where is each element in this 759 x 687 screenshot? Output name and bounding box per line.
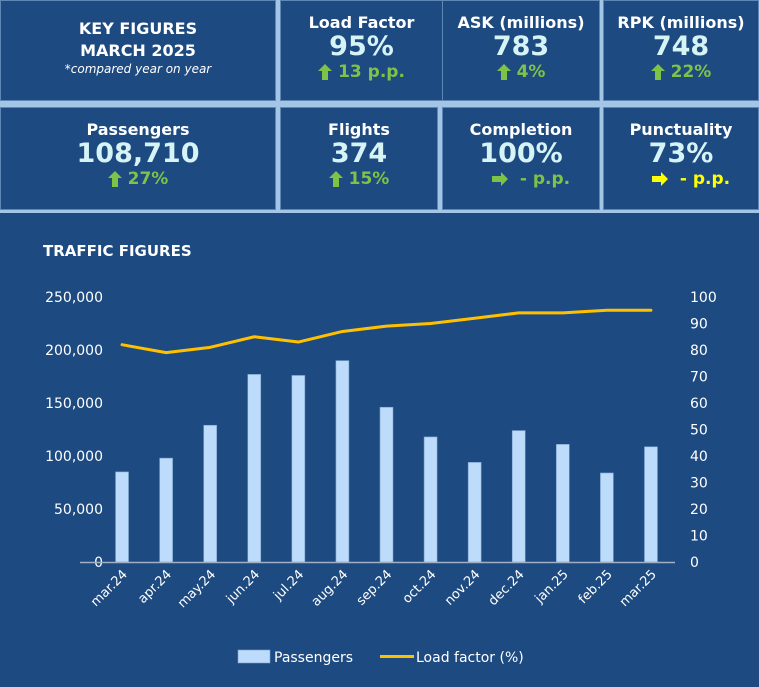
x-axis-tick-label: apr.24 <box>135 567 175 607</box>
kpi-change: 15% <box>281 169 437 189</box>
kpi-label: Load Factor <box>308 13 415 32</box>
kpi-label: Flights <box>328 120 390 139</box>
x-axis-tick-label: aug.24 <box>309 567 352 610</box>
right-axis-tick-label: 20 <box>690 502 708 518</box>
x-axis-tick-label: nov.24 <box>442 567 483 608</box>
arrow-right-icon <box>491 172 508 186</box>
left-axis-tick-label: 50,000 <box>54 502 103 518</box>
kpi-value: 783 <box>492 31 550 62</box>
key-figures-subtitle: *compared year on year <box>64 62 212 76</box>
kpi-card-punctuality: Punctuality 73% - p.p. <box>603 107 759 210</box>
kpi-label: ASK (millions) <box>457 13 585 32</box>
x-axis-tick-label: may.24 <box>175 567 219 611</box>
arrow-up-icon <box>318 64 333 80</box>
kpi-label: Completion <box>469 120 573 139</box>
right-axis-tick-label: 100 <box>690 290 717 306</box>
kpi-card-rpk-millions: RPK (millions) 748 22% <box>603 0 759 101</box>
legend-load-factor-label: Load factor (%) <box>416 650 524 666</box>
chart-title: TRAFFIC FIGURES <box>43 242 192 260</box>
right-axis-tick-label: 50 <box>690 423 708 439</box>
x-axis-tick-label: mar.25 <box>617 567 660 610</box>
passenger-bar <box>600 472 614 563</box>
right-axis-tick-label: 10 <box>690 529 708 545</box>
right-axis-tick-label: 80 <box>690 343 708 359</box>
passenger-bar <box>423 436 438 563</box>
kpi-card-passengers: Passengers 108,710 27% <box>0 107 276 210</box>
kpi-card-ask-millions: ASK (millions) 783 4% <box>442 0 600 101</box>
x-axis-tick-label: jun.24 <box>223 567 263 607</box>
x-axis-tick-label: dec.24 <box>486 567 528 609</box>
left-axis-tick-label: 200,000 <box>45 343 103 359</box>
arrow-up-icon <box>650 64 665 80</box>
kpi-change-text: - p.p. <box>519 169 571 189</box>
key-figures-card: KEY FIGURES MARCH 2025 *compared year on… <box>0 0 276 101</box>
kpi-label: Passengers <box>86 120 190 139</box>
kpi-change: 27% <box>1 169 275 189</box>
x-axis-tick-label: jan.25 <box>532 567 572 607</box>
arrow-right-icon <box>651 172 668 186</box>
kpi-change-text: 15% <box>348 169 390 189</box>
right-axis-tick-label: 30 <box>690 476 708 492</box>
x-axis-tick-label: jul.24 <box>270 567 307 604</box>
kpi-value: 100% <box>479 138 563 169</box>
kpi-value: 95% <box>329 31 394 62</box>
left-axis-tick-label: 0 <box>94 555 103 571</box>
kpi-change: - p.p. <box>443 169 599 189</box>
passenger-bar <box>203 424 217 563</box>
passenger-bar <box>644 446 658 563</box>
passenger-bar <box>247 374 262 563</box>
kpi-label: RPK (millions) <box>617 13 745 32</box>
passenger-bar <box>556 444 570 563</box>
passenger-bar <box>159 457 173 563</box>
kpi-change-text: 22% <box>670 62 712 82</box>
key-figures-title: KEY FIGURES <box>78 19 198 38</box>
load-factor-line <box>120 308 653 355</box>
kpi-change-text: - p.p. <box>679 169 731 189</box>
left-axis-tick-label: 250,000 <box>45 290 103 306</box>
arrow-up-icon <box>496 64 511 80</box>
kpi-change: - p.p. <box>604 169 758 189</box>
kpi-value: 108,710 <box>76 138 200 169</box>
kpi-label: Punctuality <box>629 120 733 139</box>
passenger-bar <box>511 430 526 563</box>
right-axis-tick-label: 40 <box>690 449 708 465</box>
right-axis-tick-label: 70 <box>690 370 708 386</box>
kpi-change: 4% <box>443 62 599 82</box>
passenger-bar <box>291 375 306 563</box>
kpi-value: 748 <box>652 31 710 62</box>
kpi-value: 374 <box>330 138 388 169</box>
kpi-card-load-factor: Load Factor 95% 13 p.p. <box>280 0 443 101</box>
left-axis-tick-label: 100,000 <box>45 449 103 465</box>
x-axis-tick-label: oct.24 <box>400 567 440 607</box>
x-axis-tick-label: mar.24 <box>88 567 131 610</box>
kpi-change: 13 p.p. <box>281 62 442 82</box>
right-axis-tick-label: 60 <box>690 396 708 412</box>
x-axis-tick-label: feb.25 <box>576 567 616 607</box>
arrow-up-icon <box>107 171 122 187</box>
passenger-bar <box>379 406 394 563</box>
kpi-change-text: 4% <box>516 62 546 82</box>
kpi-change-text: 13 p.p. <box>338 62 405 82</box>
kpi-change: 22% <box>604 62 758 82</box>
passenger-bar <box>335 360 350 563</box>
right-axis-tick-label: 0 <box>690 555 699 571</box>
key-figures-period: MARCH 2025 <box>80 41 196 60</box>
kpi-value: 73% <box>648 138 714 169</box>
arrow-up-icon <box>328 171 343 187</box>
legend-passengers-label: Passengers <box>274 650 353 666</box>
x-axis-tick-label: sep.24 <box>354 567 396 609</box>
kpi-card-completion: Completion 100% - p.p. <box>442 107 600 210</box>
passenger-bar <box>115 471 129 563</box>
right-axis-tick-label: 90 <box>690 317 708 333</box>
kpi-change-text: 27% <box>127 169 169 189</box>
kpi-card-flights: Flights 374 15% <box>280 107 438 210</box>
left-axis-tick-label: 150,000 <box>45 396 103 412</box>
passenger-bar <box>467 462 482 563</box>
legend-passengers-swatch <box>237 649 271 664</box>
